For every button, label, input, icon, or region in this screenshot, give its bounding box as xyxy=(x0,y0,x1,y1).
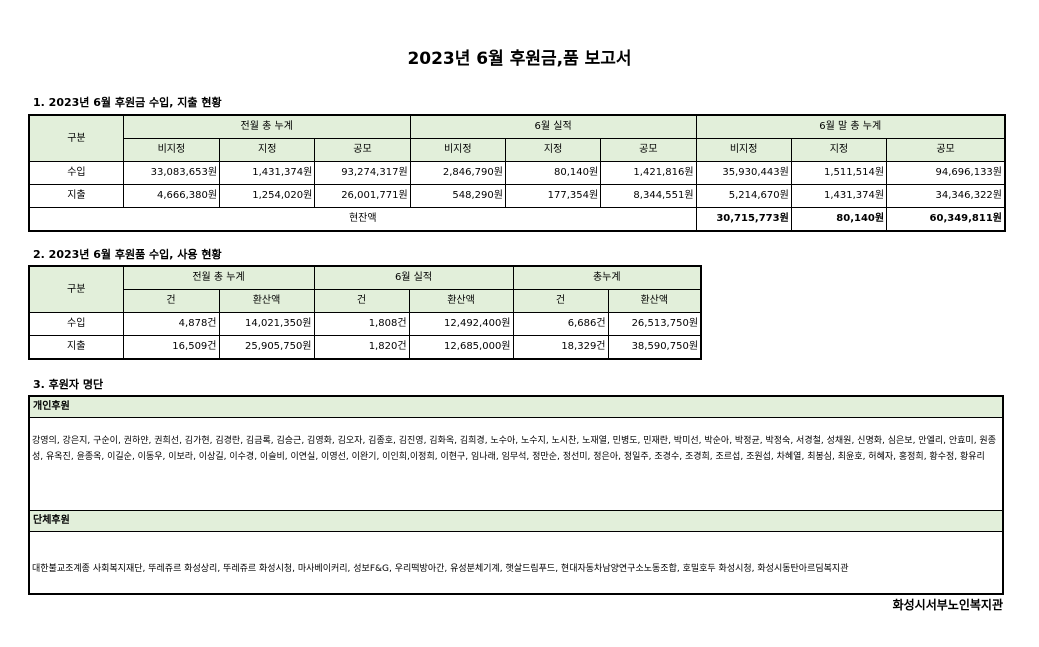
table-row: 지출 4,666,380원 1,254,020원 26,001,771원 548… xyxy=(28,184,1006,208)
cell: 1,511,514원 xyxy=(790,161,888,185)
donor-list-box: 개인후원 강영의, 강은지, 구순이, 권하얀, 권희선, 김가현, 김경란, … xyxy=(28,395,1004,595)
cell: 5,214,670원 xyxy=(695,184,792,208)
page-title: 2023년 6월 후원금,품 보고서 xyxy=(407,49,632,69)
cell: 1,431,374원 xyxy=(219,161,316,185)
cell: 177,354원 xyxy=(504,184,602,208)
cell: 4,666,380원 xyxy=(122,184,221,208)
balance-row: 현잔액 30,715,773원 80,140원 60,349,811원 xyxy=(28,207,1006,232)
group-donors-list: 대한불교조계종 사회복지재단, 뚜레쥬르 화성상리, 뚜레쥬르 화성시청, 마사… xyxy=(32,564,849,574)
cell: 80,140원 xyxy=(504,161,602,185)
cell: 93,274,317원 xyxy=(314,161,411,185)
subheader: 건 xyxy=(512,289,609,313)
subheader: 환산액 xyxy=(408,289,514,313)
col-label: 구분 xyxy=(28,265,124,313)
group-header: 전월 총 누계 xyxy=(122,265,315,290)
cell: 12,685,000원 xyxy=(408,335,514,360)
cell: 1,808건 xyxy=(313,312,410,336)
cell: 26,001,771원 xyxy=(314,184,411,208)
donation-goods-table: 구분 전월 총 누계 6월 실적 총누계 건 환산액 건 환산액 건 환산액 수… xyxy=(28,265,703,360)
cell: 26,513,750원 xyxy=(607,312,702,336)
subheader: 지정 xyxy=(219,138,316,162)
donation-money-table: 구분 전월 총 누계 6월 실적 6월 말 총 누계 비지정 지정 공모 비지정… xyxy=(28,114,1006,232)
row-label: 수입 xyxy=(28,312,124,336)
section1-heading: 1. 2023년 6월 후원금 수입, 지출 현황 xyxy=(33,96,222,109)
subheader: 건 xyxy=(313,289,410,313)
cell: 2,846,790원 xyxy=(409,161,506,185)
balance-cell: 80,140원 xyxy=(790,207,888,232)
cell: 6,686건 xyxy=(512,312,609,336)
subheader: 환산액 xyxy=(607,289,702,313)
balance-label: 현잔액 xyxy=(28,207,697,232)
table-row: 수입 33,083,653원 1,431,374원 93,274,317원 2,… xyxy=(28,161,1006,185)
group-header: 전월 총 누계 xyxy=(122,114,411,139)
cell: 4,878건 xyxy=(122,312,220,336)
subheader: 공모 xyxy=(600,138,697,162)
section3-heading: 3. 후원자 명단 xyxy=(33,378,104,391)
cell: 16,509건 xyxy=(122,335,220,360)
row-label: 지출 xyxy=(28,335,124,360)
subheader: 건 xyxy=(122,289,220,313)
cell: 94,696,133원 xyxy=(886,161,1006,185)
group-donors-header: 단체후원 xyxy=(30,511,1002,532)
row-label: 지출 xyxy=(28,184,124,208)
cell: 38,590,750원 xyxy=(607,335,702,360)
subheader: 비지정 xyxy=(409,138,506,162)
cell: 33,083,653원 xyxy=(122,161,221,185)
col-label: 구분 xyxy=(28,114,124,162)
cell: 1,254,020원 xyxy=(219,184,316,208)
group-header: 6월 실적 xyxy=(409,114,697,139)
cell: 12,492,400원 xyxy=(408,312,514,336)
cell: 34,346,322원 xyxy=(886,184,1006,208)
subheader: 비지정 xyxy=(122,138,221,162)
cell: 8,344,551원 xyxy=(600,184,697,208)
table-row: 수입 4,878건 14,021,350원 1,808건 12,492,400원… xyxy=(28,312,702,336)
cell: 1,431,374원 xyxy=(790,184,888,208)
individual-donors-list: 강영의, 강은지, 구순이, 권하얀, 권희선, 김가현, 김경란, 김금록, … xyxy=(30,418,1002,511)
section2-heading: 2. 2023년 6월 후원품 수입, 사용 현황 xyxy=(33,248,222,261)
group-header: 총누계 xyxy=(512,265,702,290)
subheader: 비지정 xyxy=(695,138,792,162)
subheader: 환산액 xyxy=(218,289,315,313)
cell: 14,021,350원 xyxy=(218,312,315,336)
cell: 18,329건 xyxy=(512,335,609,360)
row-label: 수입 xyxy=(28,161,124,185)
balance-cell: 30,715,773원 xyxy=(695,207,792,232)
group-header: 6월 실적 xyxy=(313,265,514,290)
individual-donors-header: 개인후원 xyxy=(30,397,1002,418)
subheader: 공모 xyxy=(314,138,411,162)
subheader: 지정 xyxy=(790,138,888,162)
table-row: 지출 16,509건 25,905,750원 1,820건 12,685,000… xyxy=(28,335,702,360)
cell: 548,290원 xyxy=(409,184,506,208)
cell: 1,421,816원 xyxy=(600,161,697,185)
subheader: 지정 xyxy=(504,138,602,162)
organization-name: 화성시서부노인복지관 xyxy=(892,598,1003,612)
cell: 35,930,443원 xyxy=(695,161,792,185)
balance-cell: 60,349,811원 xyxy=(886,207,1006,232)
subheader: 공모 xyxy=(886,138,1006,162)
group-header: 6월 말 총 누계 xyxy=(695,114,1006,139)
cell: 25,905,750원 xyxy=(218,335,315,360)
cell: 1,820건 xyxy=(313,335,410,360)
